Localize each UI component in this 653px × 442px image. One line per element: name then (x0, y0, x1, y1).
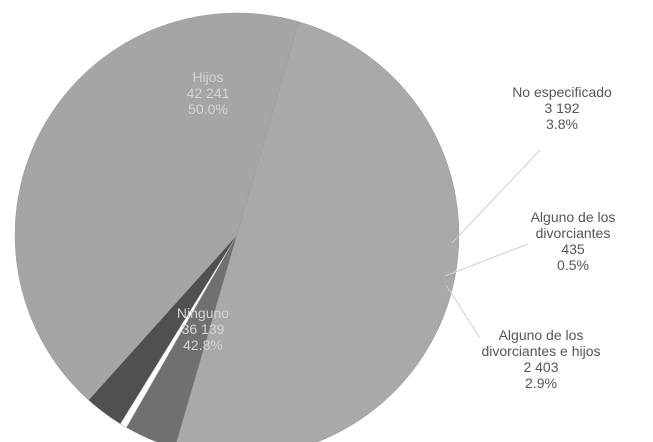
slice-label-line: 2.9% (525, 375, 557, 391)
slice-label-line: No especificado (512, 84, 612, 100)
pie-slice (14, 12, 299, 401)
slice-label-line: Ninguno (177, 305, 229, 321)
slice-label: Alguno de los divorciantes 435 0.5% (531, 209, 616, 273)
slice-label-line: 42 241 (187, 85, 230, 101)
slice-label-line: 36 139 (182, 321, 225, 337)
leader-lines (444, 149, 541, 339)
slice-label: Alguno de los divorciantes e hijos 2 403 2.… (481, 327, 600, 391)
pie-slices (14, 12, 460, 442)
slice-label-line: 3.8% (546, 116, 578, 132)
slice-label-line: 3 192 (544, 100, 579, 116)
slice-labels: Hijos 42 241 50.0% No especificado 3 192 3.8%… (177, 69, 616, 391)
leader-line (451, 149, 541, 244)
slice-label-line: 50.0% (188, 101, 228, 117)
slice-label-line: 0.5% (557, 257, 589, 273)
slice-label-line: 2 403 (523, 359, 558, 375)
slice-label-line: divorciantes e hijos (481, 343, 600, 359)
leader-line (445, 284, 481, 339)
slice-label-line: 435 (561, 241, 585, 257)
slice-label: No especificado 3 192 3.8% (512, 84, 612, 132)
slice-label-line: Alguno de los (531, 209, 616, 225)
slice-label-line: 42.8% (183, 337, 223, 353)
slice-label-line: Hijos (192, 69, 223, 85)
leader-line (444, 243, 529, 277)
slice-label: Ninguno 36 139 42.8% (177, 305, 229, 353)
pie-slice (176, 21, 460, 442)
slice-label: Hijos 42 241 50.0% (187, 69, 230, 117)
slice-label-line: divorciantes (536, 225, 611, 241)
slice-label-line: Alguno de los (499, 327, 584, 343)
